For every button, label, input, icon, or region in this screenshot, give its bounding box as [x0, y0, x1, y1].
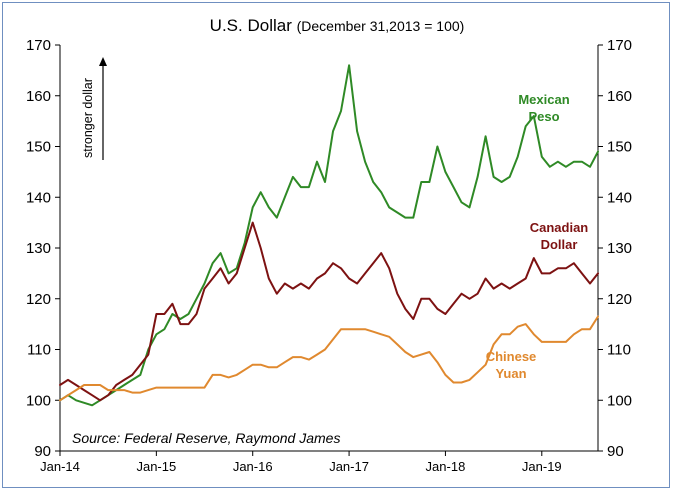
y-tick-label-left: 140 — [26, 189, 51, 206]
y-tick-label-left: 130 — [26, 240, 51, 257]
series-labels: Mexican Peso Canadian Dollar Chinese Yuan — [486, 92, 589, 381]
y-tick-label-right: 130 — [607, 240, 632, 257]
y-tick-label-right: 120 — [607, 291, 632, 308]
y-tick-label-left: 160 — [26, 88, 51, 105]
series-label-line: Peso — [528, 109, 559, 124]
series-label-chinese-yuan: Chinese Yuan — [486, 349, 537, 381]
x-tick-label: Jan-18 — [426, 459, 466, 474]
series-layer — [59, 64, 599, 407]
y-tick-label-left: 100 — [26, 392, 51, 409]
y-tick-label-right: 160 — [607, 88, 632, 105]
series-label-mexican-peso: Mexican Peso — [518, 92, 569, 124]
series-label-line: Chinese — [486, 349, 537, 364]
y-tick-label-right: 100 — [607, 392, 632, 409]
y-tick-label-right: 110 — [607, 342, 631, 359]
y-tick-label-left: 90 — [34, 443, 51, 460]
series-line-chinese-yuan — [59, 315, 599, 402]
series-line-canadian-dollar — [59, 221, 599, 402]
series-label-line: Yuan — [495, 366, 526, 381]
y-tick-label-right: 170 — [607, 37, 632, 54]
up-arrow-icon — [99, 57, 107, 66]
y-tick-label-right: 140 — [607, 189, 632, 206]
y-tick-label-right: 150 — [607, 139, 632, 156]
axes — [59, 45, 599, 452]
source-note: Source: Federal Reserve, Raymond James — [72, 430, 340, 446]
y-tick-label-left: 110 — [27, 342, 51, 359]
x-ticks: Jan-14 Jan-15 Jan-16 Jan-17 Jan-18 Jan-19 — [40, 451, 562, 474]
y-tick-label-left: 170 — [26, 37, 51, 54]
y-ticks-right: 90 100 110 120 130 140 150 160 170 — [598, 37, 632, 460]
x-tick-label: Jan-17 — [329, 459, 369, 474]
y-ticks-left: 90 100 110 120 130 140 150 160 170 — [26, 37, 60, 460]
series-label-line: Canadian — [530, 220, 589, 235]
stronger-dollar-label: stronger dollar — [81, 78, 95, 158]
x-tick-label: Jan-15 — [136, 459, 176, 474]
y-tick-label-right: 90 — [607, 443, 624, 460]
x-tick-label: Jan-14 — [40, 459, 80, 474]
x-tick-label: Jan-19 — [522, 459, 562, 474]
stronger-dollar-annotation: stronger dollar — [81, 57, 107, 160]
chart-title: U.S. Dollar (December 31,2013 = 100) — [210, 16, 465, 35]
chart-frame — [2, 2, 670, 488]
y-tick-label-left: 120 — [26, 291, 51, 308]
series-label-line: Dollar — [541, 237, 578, 252]
y-tick-label-left: 150 — [26, 139, 51, 156]
series-label-line: Mexican — [518, 92, 569, 107]
series-label-canadian-dollar: Canadian Dollar — [530, 220, 589, 252]
x-tick-label: Jan-16 — [233, 459, 273, 474]
